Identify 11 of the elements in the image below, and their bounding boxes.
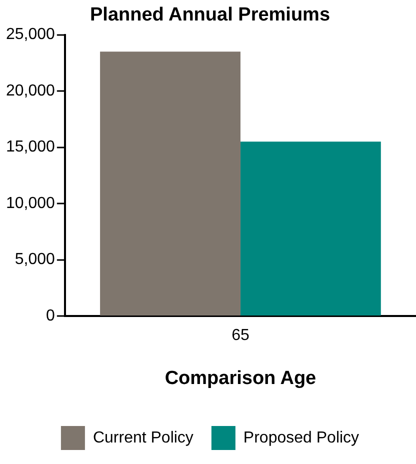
y-tick-label: 15,000 [6,138,56,156]
y-tick-label: 0 [46,307,56,324]
y-tick-label: 20,000 [6,82,56,100]
y-tick-label: 10,000 [6,194,56,212]
x-axis-title: Comparison Age [164,368,316,389]
chart-title: Planned Annual Premiums [90,4,330,26]
y-tick-label: 5,000 [14,251,56,268]
y-tick-label: 25,000 [6,26,56,44]
legend-label: Current Policy [92,429,194,446]
legend-label: Proposed Policy [243,429,360,446]
x-tick-label: 65 [232,327,250,344]
